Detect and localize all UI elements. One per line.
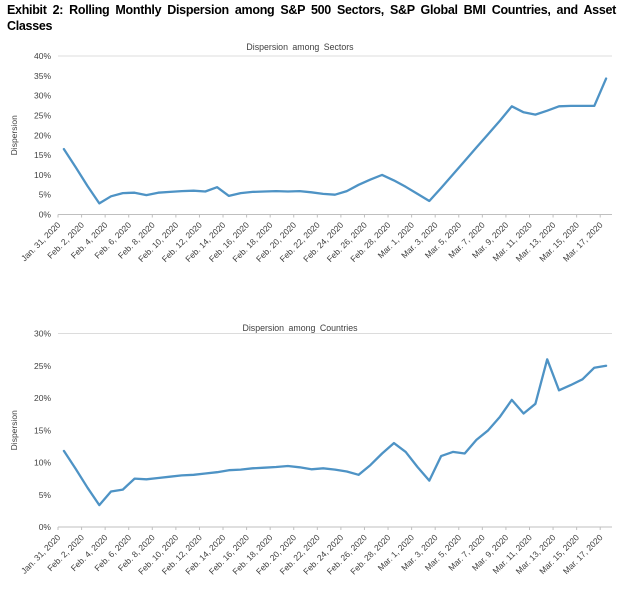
y-axis-tick-label: 0%: [39, 522, 52, 532]
y-axis-tick-label: 30%: [34, 91, 51, 101]
y-axis-tick-label: 5%: [39, 190, 52, 200]
y-axis-tick-label: 25%: [34, 110, 51, 120]
y-axis-tick-label: 10%: [34, 170, 51, 180]
y-axis-tick-label: 20%: [34, 393, 51, 403]
y-axis-tick-label: 10%: [34, 458, 51, 468]
y-axis-title: Dispersion: [9, 410, 19, 450]
y-axis-tick-label: 15%: [34, 150, 51, 160]
series-line: [62, 77, 608, 205]
y-axis-tick-label: 30%: [34, 329, 51, 339]
y-axis-tick-label: 15%: [34, 425, 51, 435]
chart-title: Dispersion among Countries: [243, 323, 359, 333]
y-axis-tick-label: 40%: [34, 51, 51, 61]
exhibit-title: Exhibit 2: Rolling Monthly Dispersion am…: [7, 3, 616, 33]
y-axis-tick-label: 0%: [39, 210, 52, 220]
y-axis-tick-label: 20%: [34, 130, 51, 140]
sectors-chart-svg: 0%5%10%15%20%25%30%35%40%Jan. 31, 2020Fe…: [9, 42, 612, 264]
y-axis-tick-label: 5%: [39, 490, 52, 500]
chart-title: Dispersion among Sectors: [246, 42, 354, 52]
y-axis-tick-label: 25%: [34, 361, 51, 371]
series-line: [62, 358, 608, 507]
y-axis-title: Dispersion: [9, 115, 19, 155]
y-axis-tick-label: 35%: [34, 71, 51, 81]
